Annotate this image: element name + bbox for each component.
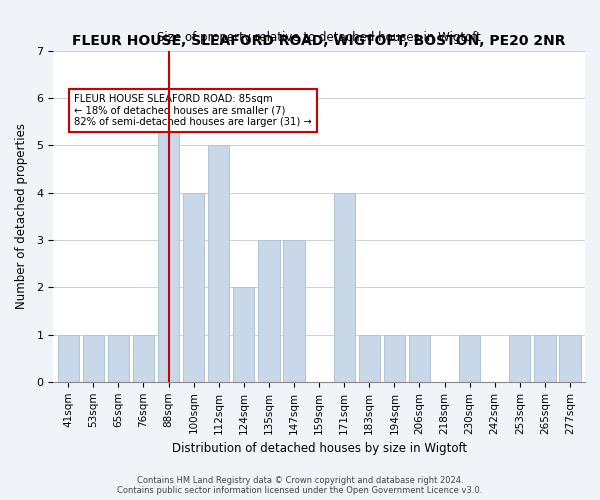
Bar (409, 334, 430, 382)
Bar (208, 146, 229, 382)
Bar (509, 334, 530, 382)
Bar (133, 334, 154, 382)
Bar (283, 240, 305, 382)
Bar (108, 334, 129, 382)
Bar (258, 240, 280, 382)
Text: Size of property relative to detached houses in Wigtoft: Size of property relative to detached ho… (157, 31, 481, 44)
Bar (233, 287, 254, 382)
Bar (183, 192, 205, 382)
Bar (158, 98, 179, 382)
Y-axis label: Number of detached properties: Number of detached properties (15, 124, 28, 310)
Bar (359, 334, 380, 382)
Title: FLEUR HOUSE, SLEAFORD ROAD, WIGTOFT, BOSTON, PE20 2NR: FLEUR HOUSE, SLEAFORD ROAD, WIGTOFT, BOS… (73, 34, 566, 48)
Bar (334, 192, 355, 382)
Bar (383, 334, 405, 382)
Bar (559, 334, 581, 382)
Bar (58, 334, 79, 382)
Text: FLEUR HOUSE SLEAFORD ROAD: 85sqm
← 18% of detached houses are smaller (7)
82% of: FLEUR HOUSE SLEAFORD ROAD: 85sqm ← 18% o… (74, 94, 312, 127)
Text: Contains HM Land Registry data © Crown copyright and database right 2024.
Contai: Contains HM Land Registry data © Crown c… (118, 476, 482, 495)
Bar (83, 334, 104, 382)
Bar (534, 334, 556, 382)
Bar (459, 334, 480, 382)
X-axis label: Distribution of detached houses by size in Wigtoft: Distribution of detached houses by size … (172, 442, 467, 455)
